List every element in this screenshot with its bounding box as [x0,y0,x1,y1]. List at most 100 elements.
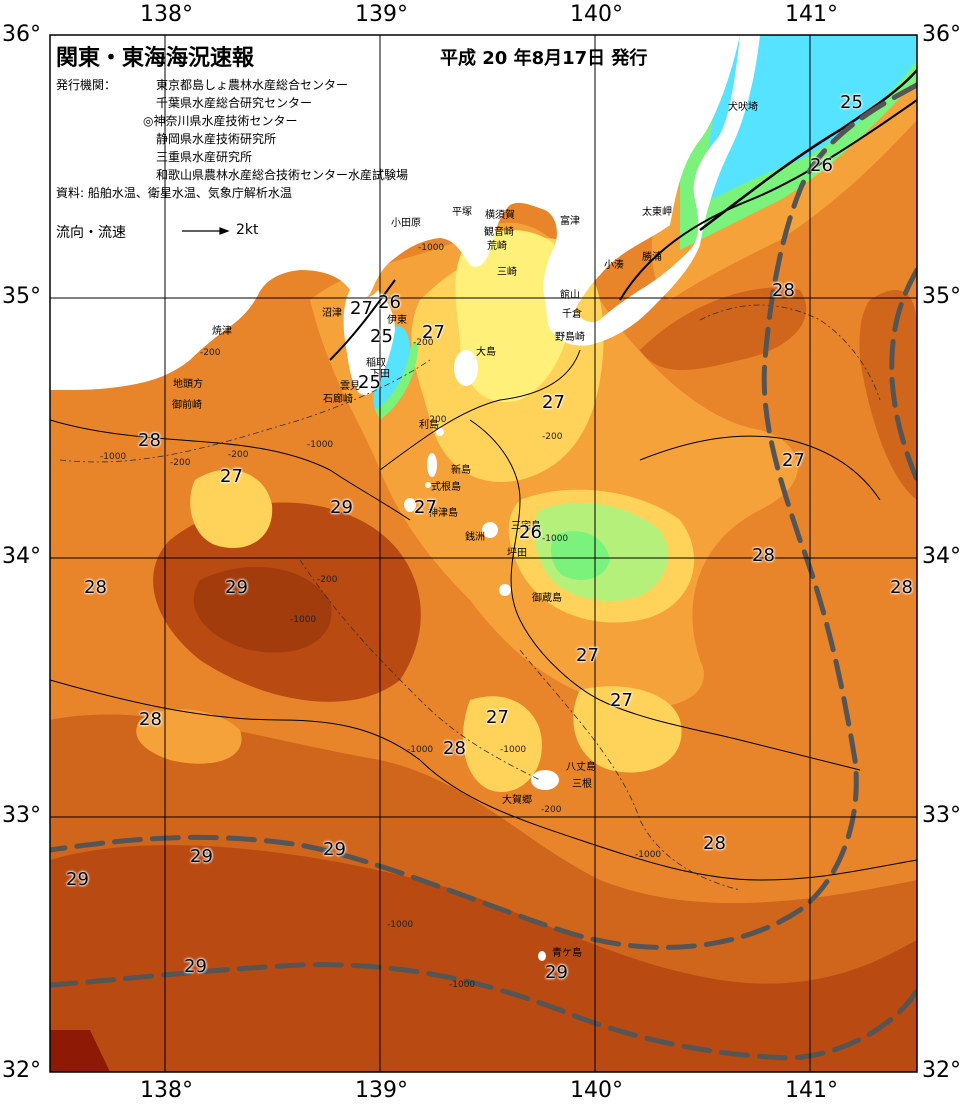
isotherm-lines [50,69,917,881]
patch-hachijo-27 [573,686,682,773]
place-label-niijima: 新島 [451,465,471,476]
isotherm-label-t27-center: 27 [542,392,565,413]
land-boso [545,35,760,346]
issuer-4: 静岡県水産技術研究所 [156,132,277,146]
isotherm-label-t28-w2: 28 [139,709,162,730]
issuer-2: 千葉県水産総合研究センター [156,96,313,110]
place-label-hiratsuka: 平塚 [452,207,472,218]
data-sources: 資料: 船舶水温、衛星水温、気象庁解析水温 [56,186,292,200]
place-label-katsuura: 勝浦 [642,252,662,263]
lat-tick-33-left: 33° [2,803,41,828]
depth-label: -1000 [387,920,414,930]
place-label-nojimazaki: 野島崎 [555,332,585,343]
depth-label: -1000 [500,745,527,755]
lon-tick-140-top: 140° [570,2,623,27]
lat-tick-33-right: 33° [922,803,961,828]
warm-zone-west-inner [193,566,332,653]
isotherm-label-t29-southwest: 29 [225,577,248,598]
isotherm-label-t27-sagami: 27 [422,322,445,343]
depth-label: -1000 [542,534,569,544]
patch-west-27 [190,469,273,549]
isotherm-label-t27-south2: 27 [610,690,633,711]
depth-label: -1000 [407,745,434,755]
place-label-misaki: 三崎 [497,267,517,278]
lat-tick-32-left: 32° [2,1058,41,1083]
depth-label: -200 [426,415,447,425]
issuer-1: 東京都島しょ農林水産総合センター [156,78,349,92]
current-legend-label: 流向・流速 [56,225,126,241]
place-label-futtsu: 富津 [560,216,580,227]
island-toshima [436,428,444,436]
isotherm-label-t27-south: 27 [576,645,599,666]
warm-zone-29b [50,845,917,1072]
cool-zone-27c [455,230,573,402]
isotherm-label-t28-se: 28 [703,833,726,854]
place-label-taitomisaki: 太東岬 [642,207,672,218]
lon-tick-139-bottom: 139° [355,1078,408,1103]
map-title: 関東・東海海況速報 [56,46,255,71]
lat-tick-36-left: 36° [2,22,41,47]
place-label-kannonzaki: 観音崎 [484,227,514,238]
depth-label: -1000 [635,850,662,860]
lon-tick-139-top: 139° [355,2,408,27]
lat-tick-34-right: 34° [922,544,961,569]
place-label-shikinejima: 式根島 [431,482,461,493]
issuer-6: 和歌山県農林水産総合技術センター水産試験場 [156,168,409,182]
lat-tick-35-right: 35° [922,284,961,309]
depth-label: -1000 [418,243,445,253]
place-label-hachijojima: 八丈島 [566,762,596,773]
place-label-jitogata: 地頭方 [173,379,203,390]
place-label-inatori: 稲取 [366,358,386,369]
isotherm-label-t27-kozu: 27 [414,497,437,518]
depth-label: -200 [200,348,221,358]
island-oshima [454,350,478,386]
isotherm-label-t26-katsuura: 26 [810,155,833,176]
place-label-mitsune: 三根 [572,779,592,790]
isotherm-label-t27-west: 27 [220,466,243,487]
depth-label: -200 [317,575,338,585]
place-label-aogashima: 青ケ島 [552,948,582,959]
lat-tick-34-left: 34° [2,544,41,569]
isotherm-label-t26-ito: 26 [378,292,401,313]
current-legend-arrow [182,227,230,235]
isotherm-label-t27-east2: 27 [782,450,805,471]
place-label-tsubota: 坪田 [507,548,527,559]
island-kozushima [404,498,416,512]
isotherm-label-t29-west: 29 [330,497,353,518]
isotherm-label-t28-suruga: 28 [138,430,161,451]
isotherm-label-t28-far-east: 28 [890,577,913,598]
place-label-toshima: 利島 [419,420,439,431]
depth-contours [59,304,881,891]
patch-hachijo-27b [462,696,542,792]
place-label-oshima: 大島 [476,347,496,358]
warm-core-far-east [859,290,917,500]
lat-tick-32-right: 32° [922,1058,961,1083]
depth-label: -1000 [100,452,127,462]
isotherm-label-t29-s2: 29 [323,839,346,860]
isotherm-label-t26-miyake: 26 [519,522,542,543]
lon-tick-138-top: 138° [140,2,193,27]
place-label-kozushima: 神津島 [428,508,458,519]
graticule [50,35,917,1072]
cold-zone-east-24 [707,35,917,200]
place-label-shimoda: 下田 [370,369,390,380]
isotherm-label-t29-s1: 29 [190,846,213,867]
place-label-numazu: 沼津 [322,308,342,319]
isotherm-label-t28-far-west: 28 [84,577,107,598]
izu-cold-strip [373,326,410,410]
depth-label: -1000 [449,980,476,990]
place-label-yokosuka: 横須賀 [485,210,515,221]
lat-tick-35-left: 35° [2,284,41,309]
land-izu [343,290,395,396]
island-mikurajima [499,584,511,596]
isotherm-label-t29-s3: 29 [66,869,89,890]
isotherm-label-t25-izu-b: 25 [358,372,381,393]
map-frame [49,34,918,1073]
issuer-label: 発行機関： [56,78,117,92]
place-label-irozaki: 石廊崎 [323,394,353,405]
kuroshio-axis [50,82,917,1061]
island-niijima [427,453,437,477]
issue-date: 平成 20 年8月17日 発行 [440,48,648,69]
place-label-ito: 伊東 [387,315,407,326]
